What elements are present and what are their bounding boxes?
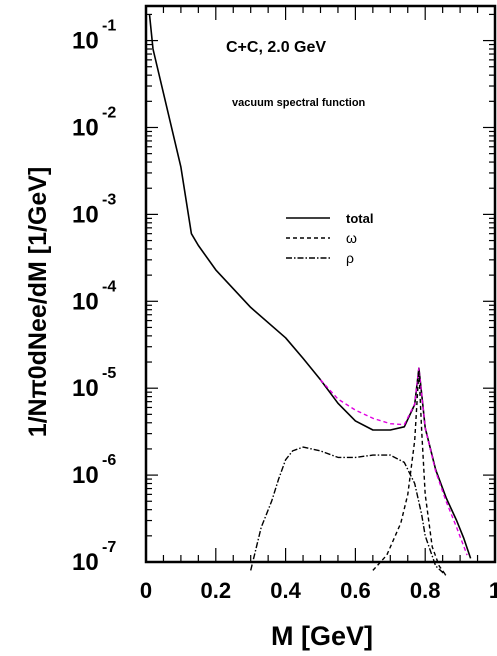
y-tick-exponent: -1	[102, 18, 116, 35]
y-tick-exponent: -4	[102, 278, 116, 295]
series-line-ρ	[250, 446, 447, 577]
plot-frame	[144, 4, 497, 564]
x-tick-label: 0.4	[270, 578, 301, 603]
series-line-total	[148, 14, 472, 559]
y-tick-marks	[146, 13, 495, 563]
y-tick-labels: 10-110-210-310-410-510-610-7	[72, 18, 116, 576]
legend-rho-label: ρ	[346, 250, 354, 266]
series-line-ω	[372, 369, 447, 576]
chart-title: C+C, 2.0 GeV	[226, 39, 326, 56]
series-line-magenta	[319, 367, 468, 556]
y-tick-label: 10	[72, 549, 99, 576]
chart-subtitle: vacuum spectral function	[232, 97, 366, 109]
x-tick-label: 1	[489, 578, 497, 603]
legend: total ω ρ	[286, 211, 373, 266]
y-tick-label: 10	[72, 288, 99, 315]
legend-total-label: total	[346, 211, 373, 226]
y-tick-label: 10	[72, 28, 99, 55]
legend-omega-label: ω	[346, 230, 357, 246]
y-tick-label: 10	[72, 201, 99, 228]
y-tick-exponent: -5	[102, 365, 116, 382]
series-layer	[148, 14, 472, 577]
y-tick-label: 10	[72, 462, 99, 489]
x-tick-label: 0	[140, 578, 152, 603]
y-tick-exponent: -7	[102, 539, 116, 556]
x-axis-label: M [GeV]	[271, 621, 373, 651]
y-axis-label: 1/Nπ0dNee/dM [1/GeV]	[24, 167, 52, 438]
x-tick-label: 0.2	[201, 578, 232, 603]
y-tick-exponent: -3	[102, 191, 116, 208]
y-tick-label: 10	[72, 114, 99, 141]
x-tick-label: 0.6	[340, 578, 371, 603]
y-tick-exponent: -6	[102, 452, 116, 469]
y-tick-label: 10	[72, 375, 99, 402]
x-tick-marks	[145, 6, 496, 562]
x-tick-label: 0.8	[410, 578, 441, 603]
x-tick-labels: 0 0.2 0.4 0.6 0.8 1	[140, 578, 497, 603]
y-tick-exponent: -2	[102, 104, 116, 121]
